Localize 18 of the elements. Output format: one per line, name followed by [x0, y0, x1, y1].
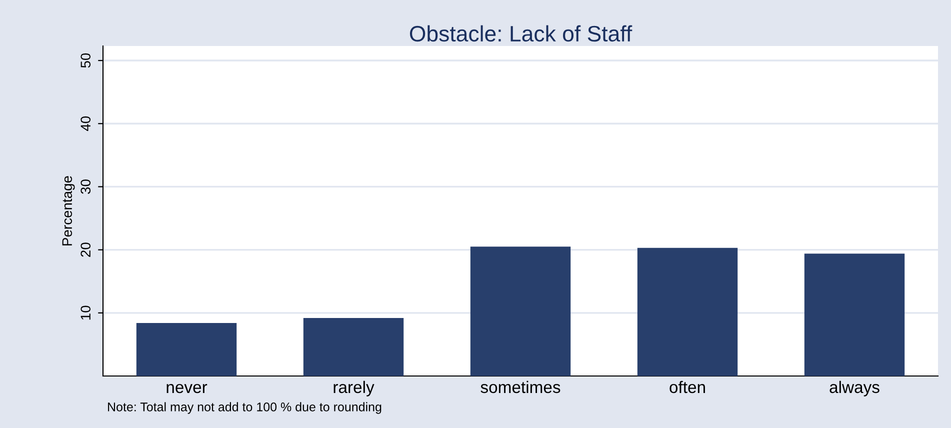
chart-title: Obstacle: Lack of Staff [410, 25, 632, 42]
y-tick-label: 20 [80, 242, 91, 257]
x-tick-label: always [830, 380, 880, 396]
y-tick-label: 40 [80, 116, 91, 132]
x-tick-label: never [166, 384, 208, 394]
x-tick-label: often [670, 380, 705, 394]
x-tick-label: sometimes [480, 380, 560, 394]
bar [136, 323, 237, 376]
y-tick-label: 10 [80, 306, 91, 320]
x-tick-label: rarely [334, 380, 374, 396]
y-tick-label: 30 [80, 180, 91, 194]
bar [303, 318, 404, 376]
y-tick-label: 50 [80, 53, 91, 68]
bar [470, 246, 571, 376]
text: Note: Total may not add to 100 % due to rounding [108, 402, 382, 414]
y-axis-title: Percentage [62, 176, 75, 246]
bar [637, 248, 738, 376]
bar [804, 254, 905, 376]
